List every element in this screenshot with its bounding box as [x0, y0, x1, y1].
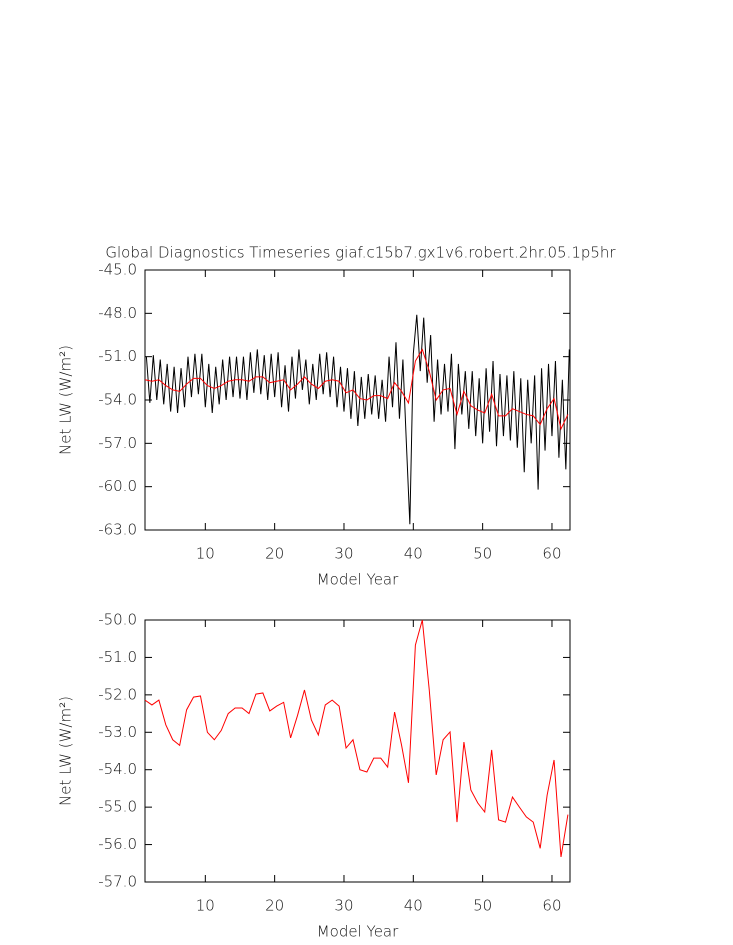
chart-title: Global Diagnostics Timeseries giaf.c15b7…: [105, 244, 616, 262]
data-line: [145, 314, 570, 525]
x-tick-label: 10: [196, 897, 215, 915]
plot-frame: [144, 619, 571, 883]
x-tick-label: 40: [404, 545, 423, 563]
y-tick-label: -57.0: [98, 434, 137, 452]
y-tick-label: -54.0: [98, 391, 137, 409]
x-tick-label: 30: [334, 897, 353, 915]
y-tick-label: -55.0: [98, 798, 137, 816]
y-tick-label: -45.0: [98, 261, 137, 279]
x-tick-label: 20: [265, 897, 284, 915]
x-tick-label: 50: [473, 897, 492, 915]
y-tick-label: -60.0: [98, 477, 137, 495]
data-line: [144, 619, 569, 858]
x-tick-label: 60: [542, 897, 561, 915]
x-axis-label: Model Year: [317, 923, 399, 941]
y-tick-label: -52.0: [98, 685, 137, 703]
y-tick-label: -63.0: [98, 521, 137, 539]
y-tick-label: -56.0: [98, 835, 137, 853]
y-tick-label: -51.0: [98, 648, 137, 666]
x-tick-label: 20: [265, 545, 284, 563]
x-tick-label: 10: [196, 545, 215, 563]
y-axis-label: Net LW (W/m²): [57, 345, 75, 455]
x-tick-label: 40: [404, 897, 423, 915]
x-tick-label: 30: [334, 545, 353, 563]
x-axis-label: Model Year: [317, 571, 399, 589]
y-tick-label: -54.0: [98, 760, 137, 778]
y-axis-label: Net LW (W/m²): [57, 696, 75, 806]
data-line: [144, 348, 569, 431]
y-tick-label: -48.0: [98, 304, 137, 322]
y-tick-label: -51.0: [98, 347, 137, 365]
x-tick-label: 50: [473, 545, 492, 563]
y-tick-label: -53.0: [98, 723, 137, 741]
y-tick-label: -57.0: [98, 873, 137, 891]
x-tick-label: 60: [542, 545, 561, 563]
y-tick-label: -50.0: [98, 611, 137, 629]
